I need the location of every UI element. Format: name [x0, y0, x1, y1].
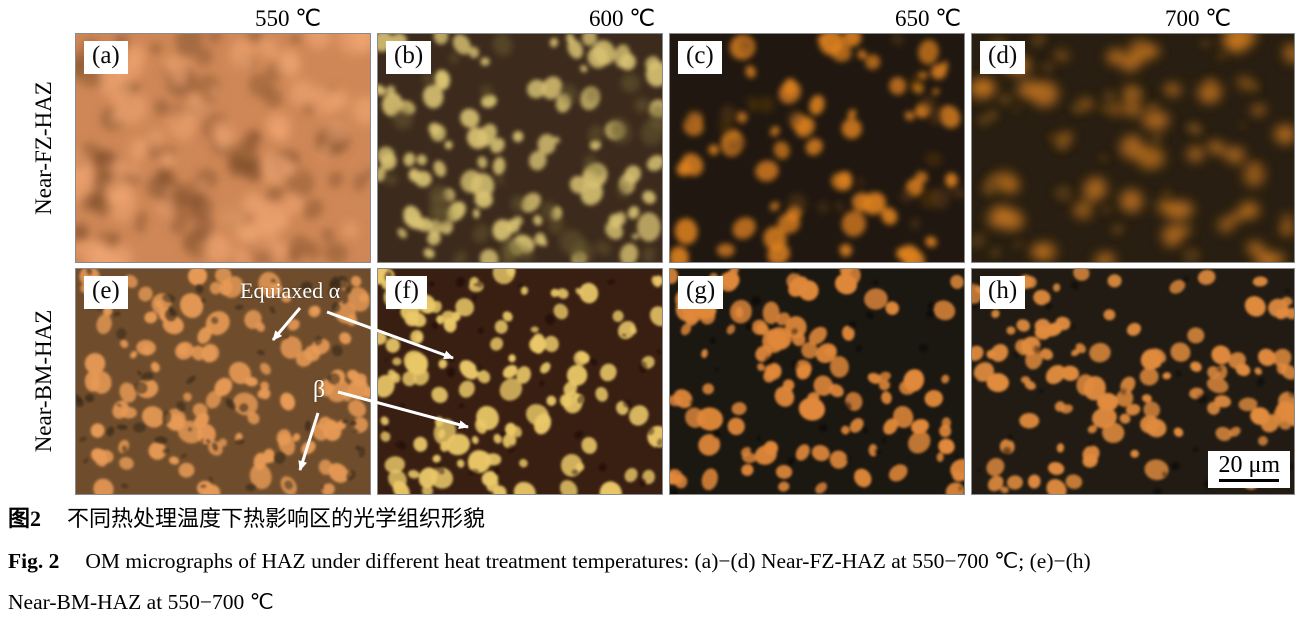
scale-bar: 20 μm	[1208, 450, 1290, 488]
panel-label-e: (e)	[84, 276, 128, 309]
caption-en-line1: Fig. 2 OM micrographs of HAZ under differ…	[8, 548, 1294, 575]
annotation-equiaxed-alpha: Equiaxed α	[240, 278, 341, 303]
micrograph-panel-f: (f)	[377, 268, 663, 495]
panel-label-g: (g)	[678, 276, 724, 309]
micrograph-grid: (a) (b) (c) (d) (e) (f) (g) (h)	[75, 33, 1295, 495]
caption-en-text1: OM micrographs of HAZ under different he…	[85, 548, 1091, 573]
figure-number-zh: 图2	[8, 506, 42, 531]
temperature-label-700: 700 ℃	[1164, 6, 1232, 31]
micrograph-image-c	[670, 34, 964, 262]
temperature-label-600: 600 ℃	[588, 6, 656, 31]
scale-bar-text: 20 μm	[1218, 451, 1280, 478]
micrograph-image-b	[378, 34, 662, 262]
micrograph-panel-h: (h) 20 μm	[971, 268, 1295, 495]
row-label-near-fz-haz: Near-FZ-HAZ	[31, 81, 56, 215]
caption-zh-text: 不同热处理温度下热影响区的光学组织形貌	[67, 506, 486, 531]
micrograph-panel-g: (g)	[669, 268, 965, 495]
micrograph-panel-c: (c)	[669, 33, 965, 263]
figure-caption: 图2 不同热处理温度下热影响区的光学组织形貌 Fig. 2 OM micrograp…	[8, 505, 1294, 629]
figure-number-en: Fig. 2	[8, 548, 60, 573]
panel-label-c: (c)	[678, 41, 722, 74]
caption-en-line2: Near-BM-HAZ at 550−700 ℃	[8, 589, 1294, 616]
caption-zh: 图2 不同热处理温度下热影响区的光学组织形貌	[8, 505, 1294, 533]
caption-en-text2: Near-BM-HAZ at 550−700 ℃	[8, 590, 274, 615]
temperature-label-550: 550 ℃	[254, 6, 322, 31]
micrograph-image-a	[76, 34, 370, 262]
panel-label-d: (d)	[980, 41, 1026, 74]
row-label-near-bm-haz: Near-BM-HAZ	[31, 309, 56, 453]
micrograph-image-d	[972, 34, 1294, 262]
scale-bar-line	[1219, 479, 1280, 482]
panel-label-f: (f)	[386, 276, 427, 309]
micrograph-panel-d: (d)	[971, 33, 1295, 263]
panel-label-b: (b)	[386, 41, 432, 74]
micrograph-panel-a: (a)	[75, 33, 371, 263]
micrograph-panel-b: (b)	[377, 33, 663, 263]
micrograph-panel-e: (e)	[75, 268, 371, 495]
panel-label-h: (h)	[980, 276, 1026, 309]
annotation-beta: β	[313, 377, 326, 403]
panel-label-a: (a)	[84, 41, 128, 74]
temperature-label-650: 650 ℃	[894, 6, 962, 31]
